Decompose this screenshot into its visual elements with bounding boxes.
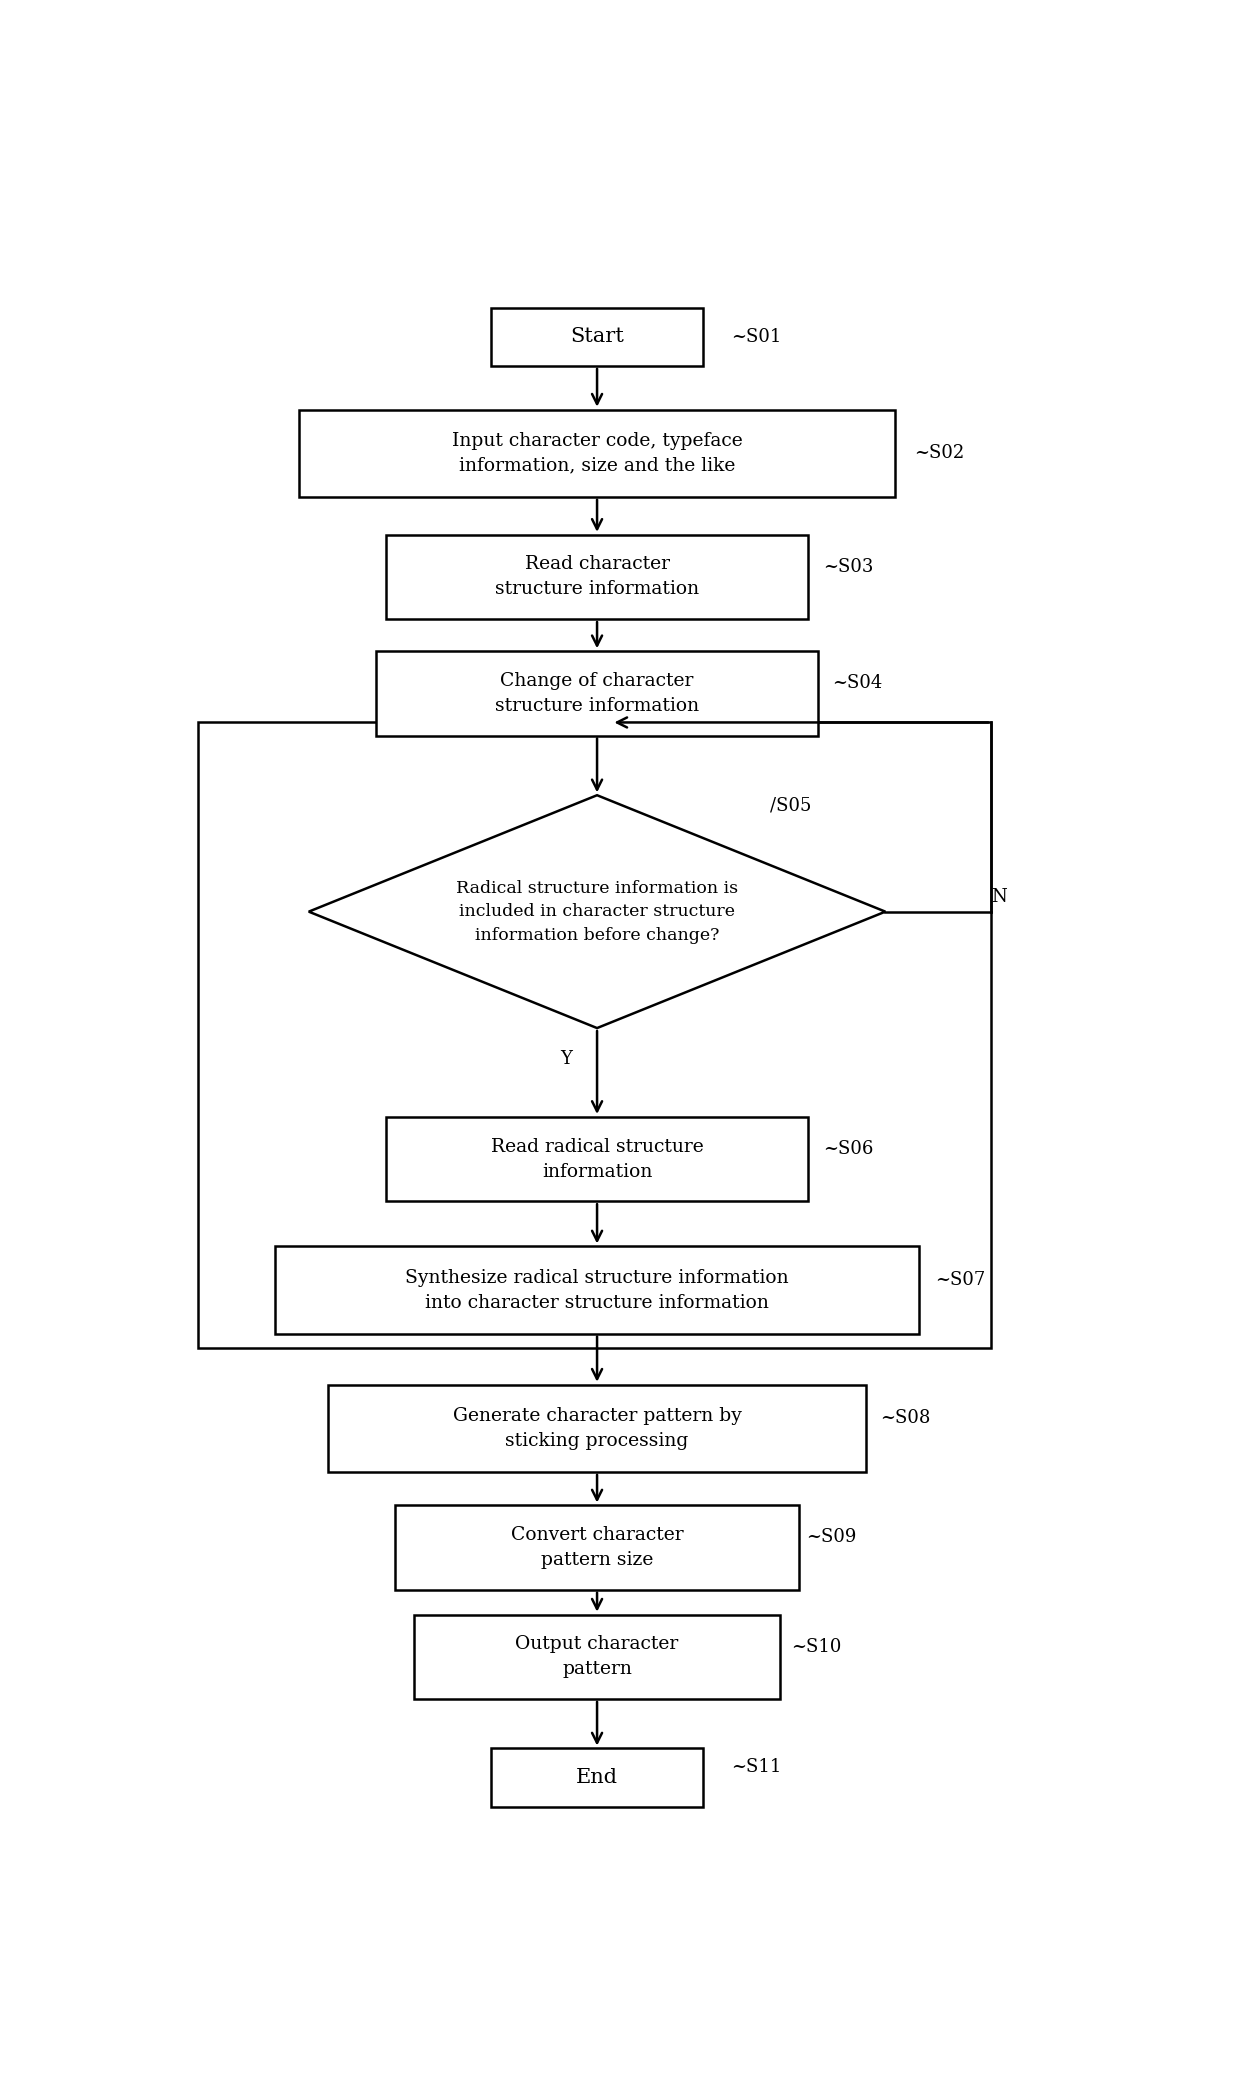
Text: Start: Start (570, 326, 624, 347)
Text: Change of character
structure information: Change of character structure informatio… (495, 672, 699, 715)
Text: Synthesize radical structure information
into character structure information: Synthesize radical structure information… (405, 1268, 789, 1312)
Text: ~S09: ~S09 (806, 1528, 857, 1547)
Text: ~S04: ~S04 (832, 674, 883, 692)
Text: Read character
structure information: Read character structure information (495, 555, 699, 599)
Text: Read radical structure
information: Read radical structure information (491, 1137, 703, 1181)
Text: ~S08: ~S08 (880, 1410, 931, 1426)
FancyBboxPatch shape (396, 1505, 799, 1590)
FancyBboxPatch shape (376, 651, 818, 736)
FancyBboxPatch shape (327, 1385, 866, 1472)
Text: ~S07: ~S07 (935, 1270, 986, 1289)
FancyBboxPatch shape (491, 308, 703, 366)
Text: ~S06: ~S06 (823, 1139, 873, 1158)
FancyBboxPatch shape (491, 1748, 703, 1807)
Text: End: End (577, 1767, 618, 1788)
FancyBboxPatch shape (414, 1615, 780, 1699)
Text: /S05: /S05 (770, 796, 811, 815)
Text: ~S01: ~S01 (732, 328, 782, 345)
Text: Convert character
pattern size: Convert character pattern size (511, 1526, 683, 1570)
Text: Radical structure information is
included in character structure
information bef: Radical structure information is include… (456, 879, 738, 944)
FancyBboxPatch shape (299, 410, 895, 497)
Text: N: N (991, 888, 1007, 906)
Polygon shape (309, 796, 885, 1029)
Text: ~S02: ~S02 (914, 445, 965, 462)
FancyBboxPatch shape (386, 534, 808, 620)
FancyBboxPatch shape (386, 1116, 808, 1202)
FancyBboxPatch shape (275, 1245, 919, 1335)
Text: ~S11: ~S11 (732, 1759, 782, 1775)
Text: ~S03: ~S03 (823, 557, 873, 576)
Text: ~S10: ~S10 (791, 1638, 842, 1655)
Text: Y: Y (560, 1050, 572, 1069)
Text: Output character
pattern: Output character pattern (516, 1636, 678, 1678)
Text: Input character code, typeface
information, size and the like: Input character code, typeface informati… (451, 432, 743, 474)
Text: Generate character pattern by
sticking processing: Generate character pattern by sticking p… (453, 1407, 742, 1449)
